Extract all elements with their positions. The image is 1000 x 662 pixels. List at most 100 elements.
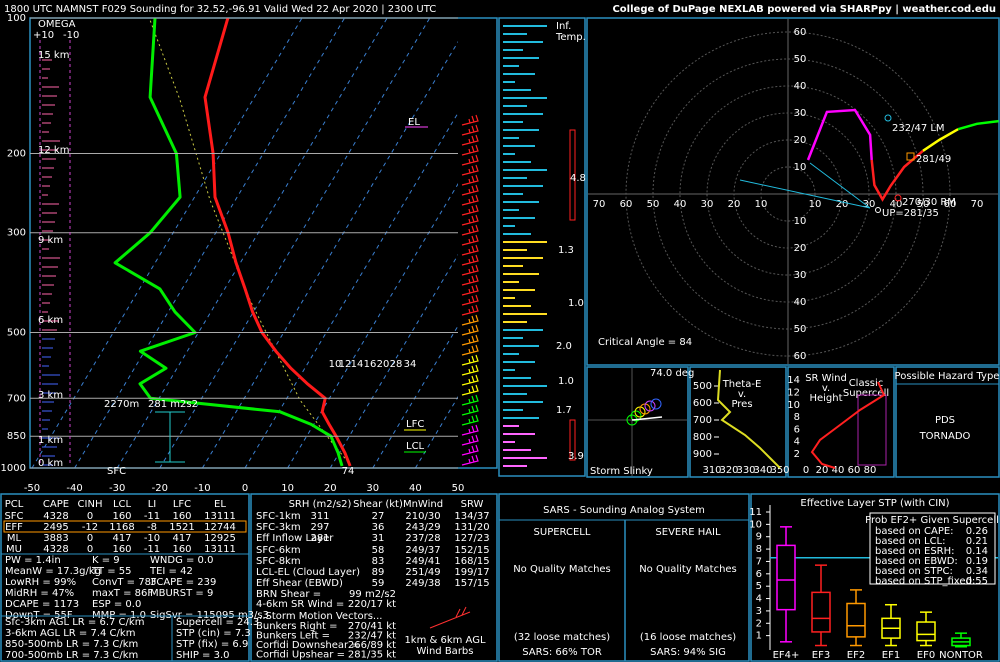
sr-supercell-band: [857, 394, 887, 466]
height-label: 15 km: [38, 50, 69, 61]
stp-category: EF0: [917, 650, 935, 661]
hodo-ring-label: 60: [794, 351, 807, 362]
severe-param: Supercell = 24.3: [176, 617, 259, 628]
wind-barb: [461, 154, 479, 166]
sfc-temp: 74: [342, 466, 355, 477]
wind-barb: [461, 254, 479, 266]
label: OMEGA: [38, 19, 76, 30]
hodo-ring: [733, 139, 843, 249]
parcel-cell: -11: [144, 511, 160, 522]
inf-temp-label: 1.3: [558, 245, 574, 256]
index: 3CAPE = 239: [150, 577, 216, 588]
prob-title: Prob EF2+ Given Supercell: [865, 515, 999, 526]
stp-category: EF2: [847, 650, 865, 661]
parcel-header: CINH: [78, 499, 103, 510]
eff-srh: 281 m2s2: [148, 399, 198, 410]
hodo-x-label: 20: [836, 199, 849, 210]
wind-barb: [461, 454, 479, 466]
temp-tick-label: -30: [109, 483, 125, 494]
mean-marker: [906, 152, 915, 161]
hodo-x-label: 40: [890, 199, 903, 210]
label: 99 m2/s2: [349, 589, 396, 600]
pressure-tick-label: 1000: [1, 463, 26, 474]
parcel-cell: 3883: [43, 533, 68, 544]
sars-title: SARS - Sounding Analog System: [543, 505, 705, 516]
theta-e-x-label: 350: [770, 465, 789, 476]
hodo-x-label: 30: [701, 199, 714, 210]
stp-y-label: 4: [756, 594, 762, 605]
wind-barb: [461, 224, 479, 236]
stp-category: EF4+: [773, 650, 800, 661]
hodo-ring-label: 30: [794, 108, 807, 119]
lm-label: 232/47 LM: [892, 123, 945, 134]
wind-barb: [461, 244, 479, 256]
hodo-ring-label: 20: [794, 135, 807, 146]
index: ConvT = 78F: [92, 577, 157, 588]
wind-barb: [461, 134, 479, 146]
parcel-header: PCL: [5, 499, 24, 510]
wind-barb: [461, 144, 479, 156]
inf-temp-label: 1.0: [558, 376, 574, 387]
wind-barb: [461, 184, 479, 196]
label: Bunkers Left =: [256, 631, 330, 642]
prob-value: 0.34: [966, 566, 988, 577]
theta-e-y-label: 600: [693, 398, 712, 409]
prob-label: based on ESRH:: [875, 546, 955, 557]
prob-value: 0.26: [966, 526, 988, 537]
stp-title: Effective Layer STP (with CIN): [800, 498, 949, 509]
parcel-cell: 160: [112, 511, 131, 522]
up-label: UP=281/35: [882, 208, 939, 219]
wind-barb: [461, 234, 479, 246]
shear-cell: 237/28: [405, 533, 440, 544]
hodo-ring-label: 10: [794, 162, 807, 173]
title: 1800 UTC NAMNST F029 Sounding for 32.52,…: [4, 4, 436, 15]
hodo-x-label: 10: [809, 199, 822, 210]
prob-value: 0.21: [966, 536, 988, 547]
critical-angle: Critical Angle = 84: [598, 337, 692, 348]
sr-y-label: 4: [794, 437, 800, 448]
parcel-cell: 4328: [43, 511, 68, 522]
parcel-cell: 0: [87, 511, 93, 522]
pressure-tick-label: 200: [7, 148, 26, 159]
shear-cell: 58: [372, 545, 385, 556]
wind-barb: [461, 404, 479, 416]
temp-tick-label: -40: [66, 483, 82, 494]
wind-barb: [461, 384, 479, 396]
lapse-rate: 700-500mb LR = 7.3 C/km: [5, 650, 138, 661]
hodo-x-label: 60: [620, 199, 633, 210]
index: TEI = 42: [149, 566, 193, 577]
sr-y-label: 12: [787, 388, 800, 399]
sars-column: SUPERCELL: [534, 527, 591, 538]
hodo-ring-label: 50: [794, 54, 807, 65]
theta-e-x-label: 310: [702, 465, 721, 476]
critical-angle-line: [809, 162, 871, 209]
wind-barb: [461, 124, 479, 136]
sr-y-label: 10: [787, 400, 800, 411]
wind-barb: [461, 204, 479, 216]
hodograph-trace: [870, 149, 924, 202]
label: 220/17 kt: [348, 599, 396, 610]
skewt-plot: [31, 18, 458, 468]
index: LowRH = 99%: [5, 577, 76, 588]
parcel-header: LI: [148, 499, 157, 510]
temp-tick-label: 20: [324, 483, 337, 494]
parcel-cell: 160: [172, 544, 191, 555]
barb-label: 1km & 6km AGL: [404, 635, 486, 646]
severe-param: STP (fix) = 6.9: [176, 639, 248, 650]
theta-e-y-label: 500: [693, 381, 712, 392]
eff-highlight: [3, 520, 247, 533]
shear-cell: 249/38: [405, 578, 440, 589]
temp-tick-label: -10: [194, 483, 210, 494]
hazard-title: Possible Hazard Type: [895, 371, 1000, 382]
hodo-x-label: 50: [917, 199, 930, 210]
inf-temp-label: 1.0: [568, 298, 584, 309]
wind-barb: [461, 334, 479, 346]
hodo-ring-label: 50: [794, 324, 807, 335]
parcel-header: LFC: [173, 499, 191, 510]
index: TT = 55: [91, 566, 132, 577]
shear-cell: 199/17: [454, 567, 489, 578]
wind-barb: [461, 264, 479, 276]
hodo-x-label: 70: [971, 199, 984, 210]
wind-barb: [461, 294, 479, 306]
height-label: 9 km: [38, 235, 63, 246]
